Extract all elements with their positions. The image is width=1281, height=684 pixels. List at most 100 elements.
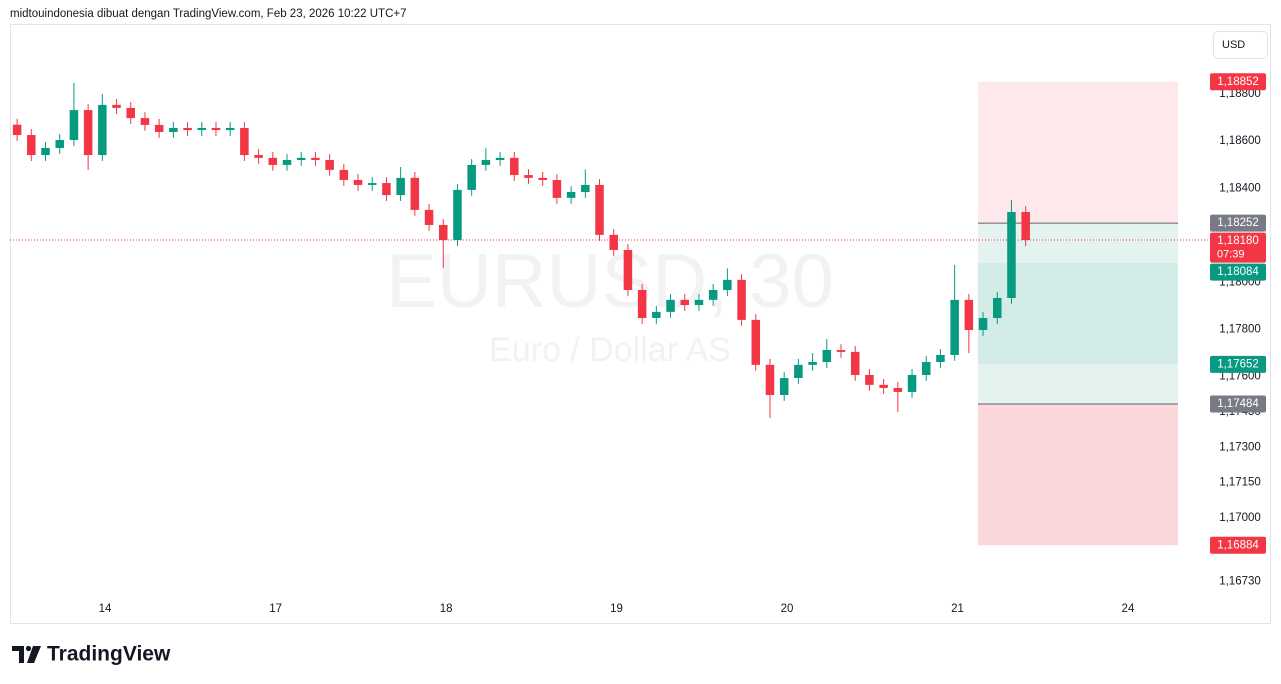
- candle-body: [921, 362, 931, 375]
- position-zone: [978, 403, 1178, 546]
- candle-body: [424, 209, 434, 225]
- x-tick-label: 18: [440, 603, 453, 615]
- candle-body: [737, 279, 746, 320]
- position-zone: [978, 364, 1178, 404]
- y-tick-label: 1,17600: [1219, 371, 1261, 383]
- candle-body: [254, 155, 263, 158]
- candle-body: [98, 104, 107, 156]
- candle-body: [723, 279, 732, 290]
- candle-body: [680, 299, 690, 306]
- candle-body: [240, 127, 249, 156]
- candle-body: [1021, 212, 1030, 241]
- y-tick-label: 1,17300: [1219, 441, 1261, 453]
- price-tag: [1210, 263, 1266, 281]
- candle-body: [325, 159, 334, 170]
- candle-body: [708, 289, 718, 300]
- candle-body: [169, 127, 178, 132]
- candle-body: [41, 147, 50, 156]
- candle-body: [69, 110, 79, 140]
- candle-body: [836, 350, 846, 352]
- candle-body: [12, 124, 22, 136]
- x-tick-label: 19: [610, 603, 623, 615]
- x-tick-label: 14: [99, 603, 112, 615]
- x-tick-label: 20: [781, 603, 794, 615]
- price-tag-label: 1,18852: [1217, 76, 1259, 88]
- candle-body: [879, 384, 888, 388]
- logo-mark: [27, 646, 41, 663]
- price-tag: [1210, 536, 1266, 554]
- candle-body: [197, 127, 207, 131]
- candle-body: [978, 317, 988, 331]
- candle-body: [339, 169, 349, 181]
- candle-body: [595, 184, 604, 235]
- candle-body: [822, 350, 832, 363]
- candle-body: [538, 177, 547, 181]
- candle-body: [510, 157, 519, 176]
- price-tag-label: 1,16884: [1217, 539, 1259, 551]
- candle-body: [808, 362, 817, 365]
- candle-body: [311, 157, 320, 160]
- price-tag-label: 1,17484: [1217, 398, 1259, 410]
- y-tick-label: 1,18800: [1219, 88, 1261, 100]
- candle-body: [268, 157, 278, 165]
- candle-body: [112, 104, 121, 108]
- candle-body: [964, 299, 974, 331]
- x-tick-label: 21: [951, 603, 964, 615]
- candle-body: [83, 110, 93, 156]
- price-tag: [1210, 355, 1266, 373]
- candle-body: [794, 364, 803, 379]
- candle-body: [27, 135, 36, 156]
- price-tag: [1210, 232, 1266, 263]
- candle-body: [126, 107, 136, 119]
- candle-body: [140, 118, 150, 125]
- currency-button[interactable]: [1213, 31, 1268, 59]
- candle-body: [282, 159, 292, 165]
- candle-body: [950, 299, 959, 355]
- candle-body: [211, 127, 221, 131]
- price-tag: [1210, 73, 1266, 91]
- logo: [12, 645, 41, 663]
- candle-body: [751, 319, 761, 365]
- countdown-label: 07:39: [1217, 249, 1245, 261]
- candle-body: [666, 299, 675, 312]
- candle-body: [581, 184, 590, 193]
- candle-body: [453, 189, 462, 241]
- y-tick-label: 1,17000: [1219, 512, 1261, 524]
- candle-body: [382, 183, 391, 196]
- candle-body: [907, 374, 917, 392]
- candle-body: [694, 299, 704, 306]
- candle-body: [183, 127, 192, 131]
- candle-body: [865, 374, 874, 385]
- candle-body: [779, 378, 789, 395]
- candle-body: [566, 192, 576, 198]
- price-tag-label: 1,18252: [1217, 217, 1259, 229]
- candle-body: [1007, 212, 1016, 298]
- candle-body: [438, 224, 448, 241]
- candle-body: [467, 164, 476, 190]
- price-tag-label: 1,18180: [1217, 235, 1259, 247]
- y-tick-label: 1,18400: [1219, 182, 1261, 194]
- position-zone: [978, 81, 1178, 224]
- candle-body: [225, 127, 235, 131]
- candle-body: [481, 159, 491, 165]
- candle-body: [936, 354, 945, 363]
- candle-body: [652, 311, 661, 318]
- y-tick-label: 1,18600: [1219, 135, 1261, 147]
- logo-text: TradingView: [47, 643, 171, 666]
- candle-body: [296, 157, 306, 160]
- candle-body: [154, 124, 164, 132]
- candle-body: [637, 289, 647, 318]
- y-tick-label: 1,17800: [1219, 324, 1261, 336]
- candle-body: [623, 249, 633, 290]
- candle-body: [524, 175, 533, 178]
- candle-body: [353, 180, 363, 185]
- logo-mark: [25, 645, 32, 652]
- candle-body: [367, 183, 377, 185]
- candle-body: [893, 387, 903, 392]
- candle-body: [609, 234, 618, 250]
- candle-body: [992, 297, 1002, 318]
- chart-layer: EURUSD, 30 Euro / Dollar AS 1,18800 1,18600…: [10, 73, 1266, 615]
- header-text: midtouindonesia dibuat dengan TradingVie…: [10, 8, 407, 20]
- logo-mark: [12, 646, 24, 663]
